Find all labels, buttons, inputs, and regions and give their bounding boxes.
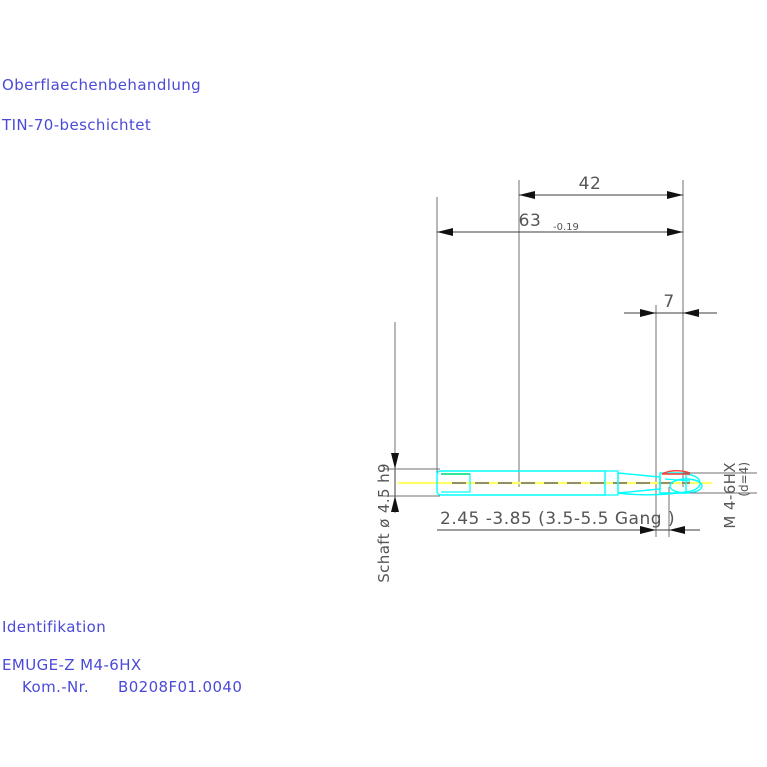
identification-designation: EMUGE-Z M4-6HX: [2, 656, 142, 674]
label-thread-spec-sub: (d=4): [737, 462, 751, 497]
dimension-value-pitch: 2.45 -3.85 (3.5-5.5 Gang ): [440, 509, 675, 529]
part-shank-body: [436, 470, 606, 496]
arrow-42-right: [667, 191, 683, 199]
label-shank-diameter: Schaft ø 4.5 h9: [375, 463, 393, 583]
arrow-63-left: [437, 228, 453, 236]
dimension-value-63: 63: [519, 211, 542, 231]
arrow-7-left: [640, 309, 656, 317]
arrow-pitch-left: [640, 526, 656, 534]
surface-treatment-value: TIN-70-beschichtet: [1, 116, 151, 134]
identification-kom-nr-label: Kom.-Nr.: [22, 678, 89, 696]
part-flute-line: [664, 478, 691, 482]
arrow-7-right: [683, 309, 699, 317]
label-thread-spec: M 4-6HX: [721, 462, 739, 529]
arrow-63-right: [667, 228, 683, 236]
identification-heading: Identifikation: [2, 618, 106, 636]
arrow-shank-dia-bottom: [391, 496, 399, 512]
part-lead-chamfer-ellipse: [669, 478, 703, 494]
dimension-tolerance-63: -0.19: [553, 222, 579, 233]
part-tap-tool: [398, 470, 712, 496]
dimension-value-42: 42: [579, 174, 602, 194]
part-thread-crest-accent: [661, 470, 691, 475]
arrow-pitch-right: [669, 526, 685, 534]
identification-kom-nr-value: B0208F01.0040: [118, 678, 242, 696]
arrow-shank-dia-top: [391, 453, 399, 469]
arrow-42-left: [519, 191, 535, 199]
surface-treatment-heading: Oberflaechenbehandlung: [2, 76, 201, 94]
dimension-value-7: 7: [663, 292, 674, 312]
